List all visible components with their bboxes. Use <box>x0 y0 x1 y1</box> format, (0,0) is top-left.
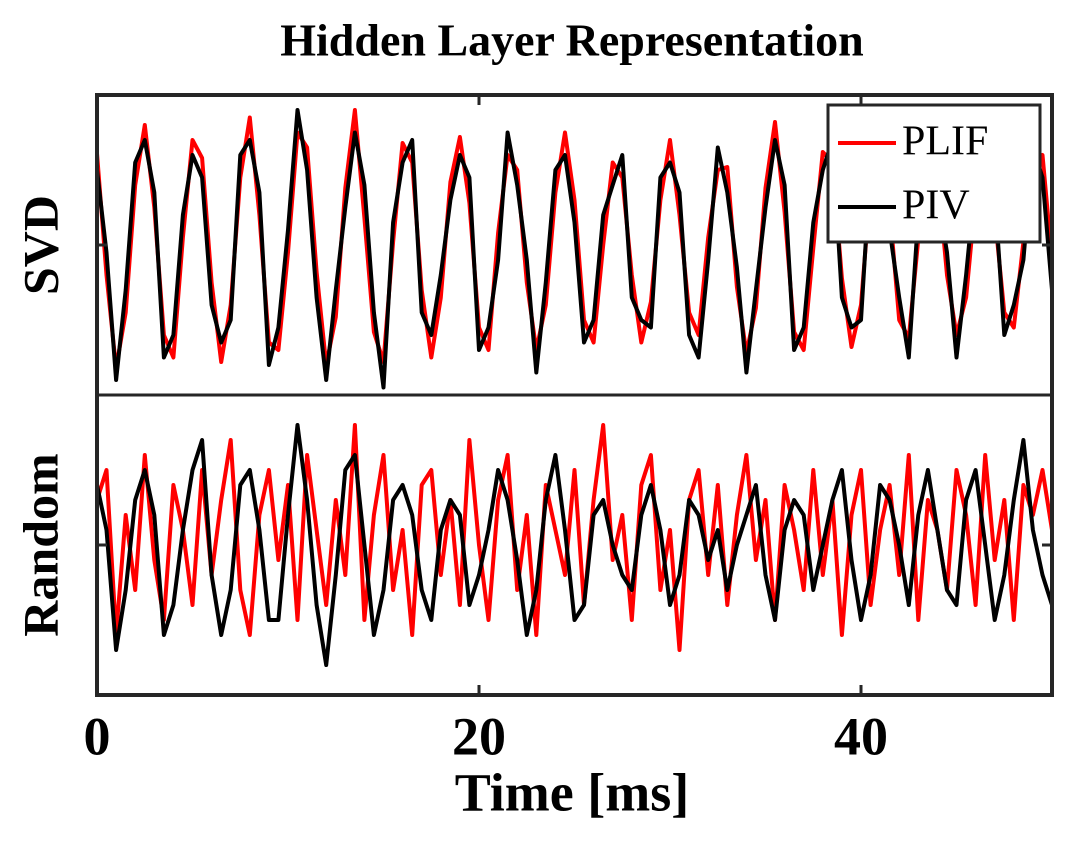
legend-label: PIV <box>902 183 970 229</box>
plot-frame <box>95 93 1054 697</box>
x-axis-label: Time [ms] <box>455 762 689 822</box>
y-axis-label: SVD <box>12 195 68 295</box>
legend-box <box>826 103 1042 244</box>
y-axis-label: Random <box>12 453 68 636</box>
x-tick-label: 20 <box>452 706 506 766</box>
series-line <box>95 108 1054 390</box>
x-tick-label: 40 <box>834 706 888 766</box>
legend-label: PLIF <box>902 119 988 165</box>
chart-title: Hidden Layer Representation <box>280 15 864 66</box>
x-tick-label: 0 <box>84 706 111 766</box>
series-line <box>95 423 1054 667</box>
